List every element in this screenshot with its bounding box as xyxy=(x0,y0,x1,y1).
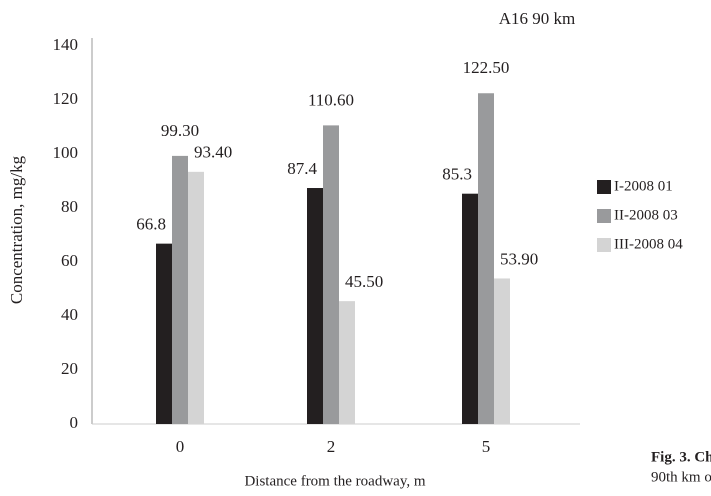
legend-label: I-2008 01 xyxy=(614,178,673,194)
legend-swatch xyxy=(597,180,611,194)
value-label: 93.40 xyxy=(194,143,232,162)
y-tick-label: 100 xyxy=(53,143,79,162)
y-axis-label: Concentration, mg/kg xyxy=(7,155,26,304)
bar xyxy=(494,278,510,424)
y-tick-label: 140 xyxy=(53,35,79,54)
y-tick-label: 80 xyxy=(61,197,78,216)
value-label: 87.4 xyxy=(287,159,317,178)
y-tick-label: 20 xyxy=(61,359,78,378)
y-tick-label: 120 xyxy=(53,89,79,108)
value-label: 85.3 xyxy=(442,165,472,184)
x-tick-label: 2 xyxy=(327,437,336,456)
x-axis-label: Distance from the roadway, m xyxy=(244,473,425,489)
chart-title: A16 90 km xyxy=(499,9,576,28)
value-label: 53.90 xyxy=(500,249,538,268)
caption: 90th km of xyxy=(651,469,711,485)
legend-swatch xyxy=(597,238,611,252)
bar xyxy=(188,171,204,424)
caption: Fig. 3. Chlo xyxy=(651,449,711,465)
bar xyxy=(462,193,478,424)
x-tick-label: 5 xyxy=(482,437,491,456)
value-label: 110.60 xyxy=(308,90,354,109)
y-tick-label: 60 xyxy=(61,251,78,270)
y-tick-label: 40 xyxy=(61,305,78,324)
value-label: 45.50 xyxy=(345,272,383,291)
legend-label: II-2008 03 xyxy=(614,207,678,223)
x-tick-label: 0 xyxy=(176,437,185,456)
legend-swatch xyxy=(597,209,611,223)
bar xyxy=(323,125,339,424)
bar xyxy=(156,243,172,424)
y-tick-label: 0 xyxy=(70,413,79,432)
bar xyxy=(478,93,494,424)
bar xyxy=(339,301,355,424)
legend-label: III-2008 04 xyxy=(614,236,683,252)
bar xyxy=(172,155,188,424)
bar xyxy=(307,188,323,424)
value-label: 66.8 xyxy=(136,215,166,234)
value-label: 99.30 xyxy=(161,121,199,140)
value-label: 122.50 xyxy=(463,58,510,77)
